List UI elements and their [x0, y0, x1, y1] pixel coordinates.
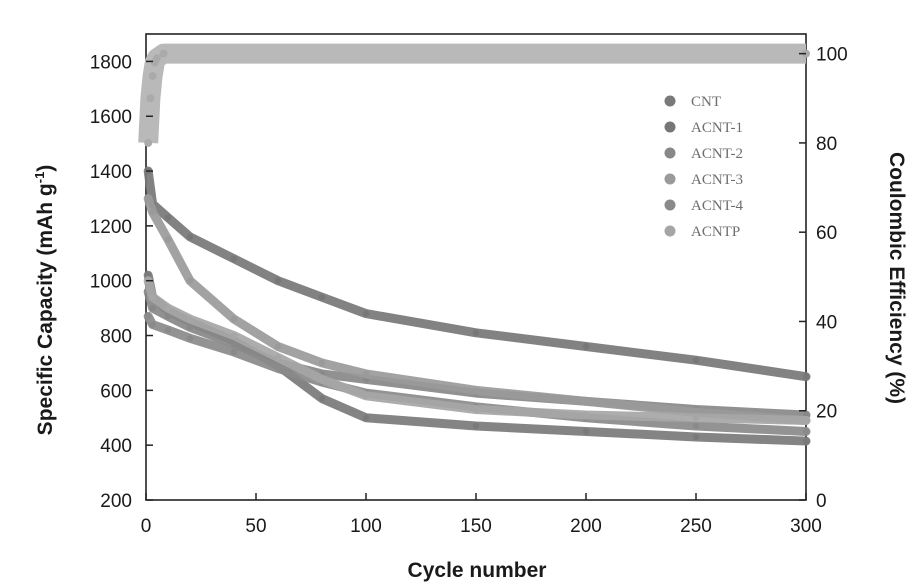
coulombic-efficiency-point [153, 54, 161, 63]
data-point-acntp [149, 293, 156, 301]
data-point-acntp [692, 414, 700, 421]
x-tick-label: 300 [790, 516, 822, 537]
data-point-acnt-2 [149, 304, 156, 312]
x-tick-label: 150 [460, 516, 492, 537]
data-point-acnt-2 [164, 313, 172, 320]
x-axis-title: Cycle number [408, 559, 547, 582]
data-point-cnt [692, 433, 700, 441]
data-point-acnt-3 [186, 277, 194, 284]
data-point-acnt-1 [230, 255, 238, 262]
data-point-acnt-4 [230, 348, 238, 356]
legend-marker-acnt-3 [664, 173, 676, 185]
data-point-cnt [802, 437, 810, 445]
legend-label-acnt-2: ACNT-2 [691, 146, 743, 162]
data-point-cnt [362, 414, 370, 421]
data-point-acnt-3 [318, 359, 326, 367]
y2-tick-label: 100 [816, 45, 848, 66]
data-point-acnt-1 [274, 277, 282, 284]
y-tick-label: 200 [100, 491, 132, 512]
y2-tick-label: 40 [816, 312, 837, 333]
legend-label-acnt-3: ACNT-3 [691, 172, 743, 188]
y2-tick-label: 20 [816, 402, 837, 423]
y-tick-label: 1400 [90, 162, 132, 183]
data-point-acntp [318, 376, 326, 383]
data-point-acntp [362, 392, 370, 400]
legend-marker-acnt-4 [664, 199, 676, 211]
y-tick-label: 1000 [90, 272, 132, 293]
legend-label-acnt-1: ACNT-1 [691, 120, 743, 136]
legend-marker-acnt-1 [664, 121, 676, 133]
data-point-acnt-4 [274, 365, 282, 372]
data-point-acnt-3 [145, 195, 152, 202]
data-point-acntp [802, 417, 810, 424]
legend-label-acnt-4: ACNT-4 [691, 198, 743, 214]
data-point-cnt [472, 422, 480, 430]
data-point-acnt-2 [230, 340, 238, 347]
data-point-acnt-3 [274, 343, 282, 350]
data-point-acntp [186, 315, 194, 323]
data-point-acntp [472, 406, 480, 413]
series-line-acnt-3 [143, 193, 811, 426]
data-point-acnt-1 [318, 293, 326, 301]
data-point-acnt-4 [186, 335, 194, 342]
data-point-acnt-3 [362, 370, 370, 378]
legend-marker-acntp [664, 225, 676, 237]
data-point-acnt-2 [186, 324, 194, 331]
y-tick-label: 400 [100, 436, 132, 457]
y-tick-label: 1800 [90, 52, 132, 73]
x-tick-label: 50 [245, 516, 266, 537]
y2-tick-label: 80 [816, 134, 837, 155]
y-axis-title: Specific Capacity (mAh g-1) [32, 165, 57, 436]
data-point-acnt-1 [164, 214, 172, 221]
x-tick-label: 250 [680, 516, 712, 537]
y-tick-label: 1200 [90, 217, 132, 238]
data-point-acnt-4 [145, 313, 152, 320]
data-point-acntp [164, 304, 172, 312]
data-point-acnt-1 [362, 310, 370, 317]
data-point-acnt-3 [472, 387, 480, 394]
series-layer [143, 166, 811, 446]
data-point-acnt-3 [582, 398, 590, 405]
y-tick-label: 600 [100, 381, 132, 402]
data-point-acntp [230, 332, 238, 339]
y2-tick-label: 60 [816, 223, 837, 244]
legend-marker-acnt-2 [664, 147, 676, 159]
legend-marker-cnt [664, 95, 676, 107]
data-point-acnt-4 [149, 321, 156, 328]
data-point-cnt [582, 428, 590, 435]
data-point-acnt-1 [472, 329, 480, 336]
y2-tick-label: 0 [816, 491, 827, 512]
coulombic-efficiency-point [146, 94, 155, 103]
legend-label-acntp: ACNTP [691, 224, 740, 240]
data-point-cnt [318, 395, 326, 402]
data-point-acnt-4 [802, 428, 810, 435]
data-point-acnt-1 [802, 373, 810, 380]
data-point-acnt-4 [164, 326, 172, 334]
ticks-layer: 0 50 100 150 200 250 3002004006008001000120014… [90, 45, 848, 537]
data-point-acnt-1 [582, 343, 590, 350]
data-point-acnt-1 [692, 357, 700, 364]
y-tick-label: 800 [100, 327, 132, 348]
data-point-acnt-1 [186, 233, 194, 241]
legend: CNT ACNT-1 ACNT-2 ACNT-3 ACNT-4 ACNTP [664, 94, 743, 240]
x-tick-label: 0 [141, 516, 152, 537]
coulombic-efficiency-point [159, 49, 168, 58]
x-tick-label: 200 [570, 516, 602, 537]
y-tick-label: 1600 [90, 107, 132, 128]
data-point-acnt-3 [230, 315, 238, 323]
series-line-acnt-1 [143, 166, 811, 382]
legend-label-cnt: CNT [691, 94, 721, 110]
data-point-acnt-3 [164, 236, 172, 243]
coulombic-efficiency-point [148, 71, 157, 80]
data-point-acnt-3 [149, 208, 156, 216]
data-point-acntp [274, 354, 282, 361]
data-point-acnt-4 [692, 422, 700, 430]
x-tick-label: 100 [350, 516, 382, 537]
data-point-acntp [582, 411, 590, 419]
coulombic-efficiency-point [144, 138, 153, 147]
y2-axis-title: Coulombic Efficiency (%) [885, 152, 908, 404]
